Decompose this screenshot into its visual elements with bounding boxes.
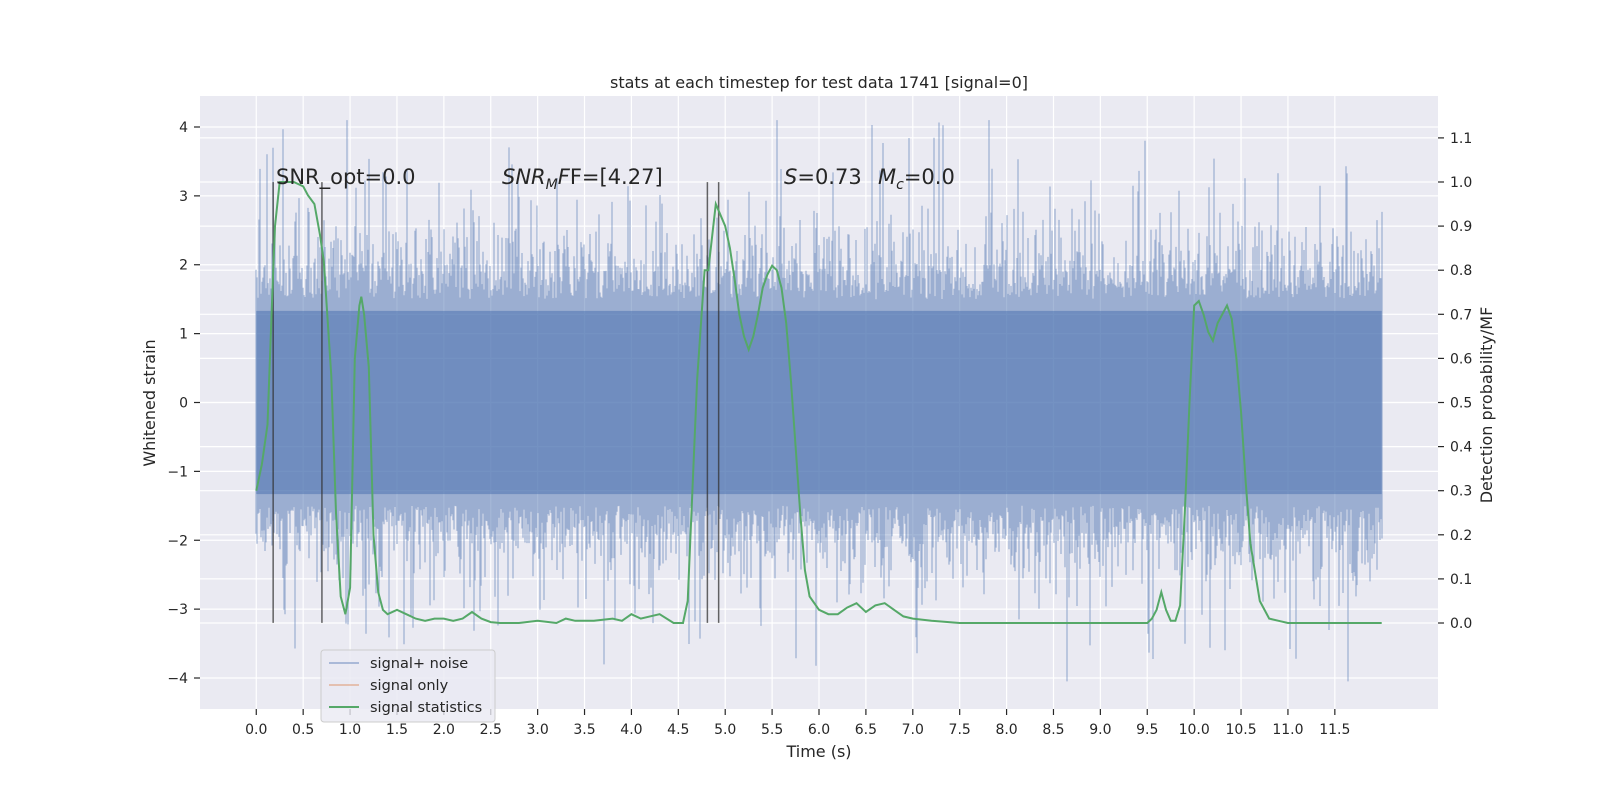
right-y-axis-label: Detection probability/MF <box>1477 307 1496 504</box>
yl-tick-label-0: −4 <box>167 671 188 687</box>
x-tick-label-15: 7.5 <box>949 722 971 738</box>
x-tick-label-17: 8.5 <box>1042 722 1064 738</box>
x-tick-label-1: 0.5 <box>292 722 314 738</box>
x-axis-ticks: 0.0 0.5 1.0 1.5 2.0 2.5 3.0 3.5 4.0 4.5 5.0 5.5 6.0 6… <box>245 709 1350 738</box>
yr-tick-label-10: 1.0 <box>1450 175 1472 191</box>
x-tick-label-18: 9.0 <box>1089 722 1111 738</box>
legend-label-signal-noise: signal+ noise <box>370 656 468 672</box>
x-tick-label-0: 0.0 <box>245 722 267 738</box>
yr-tick-label-5: 0.5 <box>1450 396 1472 412</box>
yl-tick-label-1: −3 <box>167 602 188 618</box>
annotation-snr-opt: SNR_opt=0.0 <box>276 165 416 190</box>
x-tick-label-20: 10.0 <box>1179 722 1210 738</box>
right-y-axis-ticks: 0.0 0.1 0.2 0.3 0.4 0.5 0.6 0.7 0.8 0.9 1.0 1.1 <box>1438 131 1472 632</box>
yl-tick-label-2: −2 <box>167 533 188 549</box>
yr-tick-label-0: 0.0 <box>1450 616 1472 632</box>
x-axis-label: Time (s) <box>785 742 851 761</box>
yr-tick-label-3: 0.3 <box>1450 484 1472 500</box>
x-tick-label-4: 2.0 <box>433 722 455 738</box>
yr-tick-label-8: 0.8 <box>1450 263 1472 279</box>
legend-label-signal-statistics: signal statistics <box>370 700 482 716</box>
x-tick-label-13: 6.5 <box>855 722 877 738</box>
x-tick-label-3: 1.5 <box>386 722 408 738</box>
yl-tick-label-6: 2 <box>179 258 188 274</box>
x-tick-label-7: 3.5 <box>573 722 595 738</box>
legend: signal+ noise signal only signal statist… <box>320 649 496 723</box>
legend-box <box>320 649 496 723</box>
x-tick-label-11: 5.5 <box>761 722 783 738</box>
yr-tick-label-2: 0.2 <box>1450 528 1472 544</box>
left-y-axis-label: Whitened strain <box>140 339 159 466</box>
yl-tick-label-8: 4 <box>179 120 188 136</box>
x-tick-label-21: 10.5 <box>1225 722 1256 738</box>
x-tick-label-16: 8.0 <box>995 722 1017 738</box>
x-tick-label-9: 4.5 <box>667 722 689 738</box>
yr-tick-label-4: 0.4 <box>1450 440 1472 456</box>
series-signal-noise <box>255 120 1383 682</box>
x-tick-label-8: 4.0 <box>620 722 642 738</box>
x-tick-label-2: 1.0 <box>339 722 361 738</box>
yr-tick-label-6: 0.6 <box>1450 351 1472 367</box>
annotation-s: S=0.73 <box>784 165 862 189</box>
noise-trace <box>255 120 1383 682</box>
yr-tick-label-7: 0.7 <box>1450 307 1472 323</box>
x-tick-label-14: 7.0 <box>902 722 924 738</box>
x-tick-label-23: 11.5 <box>1319 722 1350 738</box>
yl-tick-label-4: 0 <box>179 396 188 412</box>
yl-tick-label-7: 3 <box>179 189 188 205</box>
yr-tick-label-11: 1.1 <box>1450 131 1472 147</box>
annotation-mc: Mc=0.0 <box>878 165 955 193</box>
series-signal-statistics <box>255 181 1382 625</box>
legend-label-signal-only: signal only <box>370 678 449 694</box>
x-tick-label-12: 6.0 <box>808 722 830 738</box>
x-tick-label-5: 2.5 <box>480 722 502 738</box>
yl-tick-label-3: −1 <box>167 464 188 480</box>
yr-tick-label-9: 0.9 <box>1450 219 1472 235</box>
x-tick-label-10: 5.0 <box>714 722 736 738</box>
x-tick-label-22: 11.0 <box>1272 722 1303 738</box>
chart-title: stats at each timestep for test data 174… <box>610 73 1028 92</box>
yr-tick-label-1: 0.1 <box>1450 572 1472 588</box>
left-y-axis-ticks: −4 −3 −2 −1 0 1 2 3 4 <box>167 120 200 687</box>
x-tick-label-6: 3.0 <box>527 722 549 738</box>
yl-tick-label-5: 1 <box>179 327 188 343</box>
x-tick-label-19: 9.5 <box>1136 722 1158 738</box>
annotation-snr-mf: SNRMFF=[4.27] <box>502 165 663 193</box>
